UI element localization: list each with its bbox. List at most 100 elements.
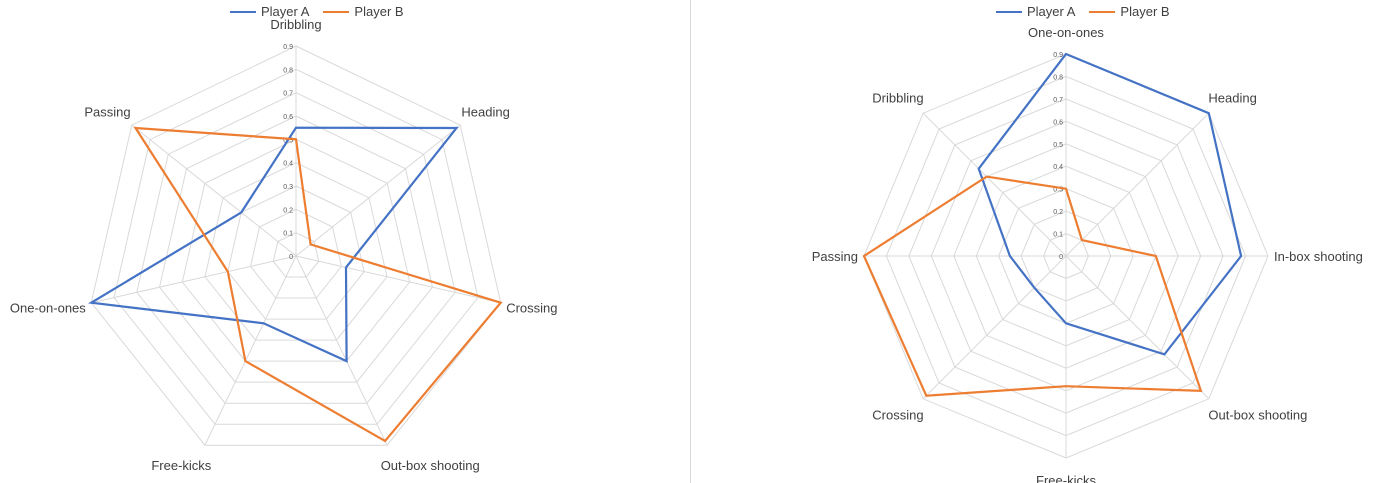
radial-tick-label: 0.7 bbox=[1053, 97, 1063, 104]
radial-tick-label: 0.1 bbox=[283, 231, 293, 238]
radial-tick-label: 0.7 bbox=[283, 91, 293, 98]
legend-label-player-b: Player B bbox=[354, 4, 404, 19]
panel-divider bbox=[690, 0, 691, 483]
data-point-player-b bbox=[1065, 385, 1067, 388]
radar-spoke bbox=[295, 255, 388, 446]
radar-gridline bbox=[90, 45, 502, 446]
data-point-player-b bbox=[309, 243, 312, 246]
series-line-player-a bbox=[87, 126, 459, 363]
category-label-free-kicks: Free-kicks bbox=[151, 458, 211, 473]
legend-label-player-a: Player A bbox=[1027, 4, 1076, 19]
radial-tick-label: 0.3 bbox=[283, 184, 293, 191]
data-point-player-a bbox=[1033, 286, 1036, 289]
category-label-heading: Heading bbox=[1208, 91, 1256, 106]
radar-spoke bbox=[1065, 112, 1210, 257]
data-point-player-b bbox=[863, 255, 865, 257]
radial-tick-label: 0.2 bbox=[1053, 209, 1063, 216]
category-label-out-box-shooting: Out-box shooting bbox=[1208, 407, 1307, 422]
radial-tick-label: 0.8 bbox=[1053, 74, 1063, 81]
radial-tick-label: 0 bbox=[1059, 254, 1063, 261]
data-point-player-a bbox=[455, 127, 458, 129]
legend-swatch-player-b bbox=[1089, 10, 1116, 13]
radial-tick-label: 0.6 bbox=[283, 114, 293, 121]
legend-swatch-player-a bbox=[230, 10, 256, 13]
data-point-player-a bbox=[345, 266, 347, 269]
radar-spoke bbox=[91, 255, 297, 304]
legend-item-player-a: Player A bbox=[996, 4, 1075, 19]
radar-spoke bbox=[204, 255, 297, 446]
legend-swatch-player-b bbox=[323, 10, 350, 13]
radar-gridline bbox=[158, 115, 434, 383]
legend-label-player-b: Player B bbox=[1120, 4, 1170, 19]
category-label-dribbling: Dribbling bbox=[270, 17, 321, 32]
radar-chart-2: 0 0.1 0.2 0.3 0.4 0.5 0.6 0.7 0.8 0.9 One-on-ones H… bbox=[812, 25, 1363, 483]
category-label-one-on-ones: One-on-ones bbox=[10, 301, 86, 316]
radial-tick-label: 0.2 bbox=[283, 207, 293, 214]
radar-spoke bbox=[922, 255, 1067, 400]
data-point-player-b bbox=[925, 394, 928, 397]
data-point-player-a bbox=[1163, 353, 1166, 356]
category-label-out-box-shooting: Out-box shooting bbox=[381, 458, 480, 473]
data-point-player-b bbox=[499, 301, 502, 304]
radar-gridline bbox=[181, 138, 411, 362]
category-label-free-kicks: Free-kicks bbox=[1036, 473, 1096, 483]
radar-gridline bbox=[227, 185, 365, 320]
category-label-dribbling: Dribbling bbox=[872, 91, 923, 106]
radial-tick-label: 0.9 bbox=[283, 44, 293, 51]
data-point-player-b bbox=[985, 175, 988, 178]
data-point-player-a bbox=[977, 167, 980, 170]
radial-tick-label: 0.8 bbox=[283, 67, 293, 74]
data-point-player-b bbox=[1200, 390, 1202, 392]
category-label-crossing: Crossing bbox=[872, 407, 923, 422]
radar-gridline bbox=[204, 162, 388, 341]
legend-item-player-a: Player A bbox=[230, 4, 309, 19]
data-point-player-a bbox=[1009, 255, 1011, 257]
data-point-player-b bbox=[1081, 239, 1083, 241]
radar-spoke bbox=[295, 124, 461, 257]
data-point-player-b bbox=[384, 440, 386, 442]
radial-tick-label: 0.9 bbox=[1053, 52, 1063, 59]
category-label-in-box-shooting: In-box shooting bbox=[1274, 249, 1363, 264]
data-point-player-a bbox=[262, 322, 265, 325]
category-label-passing: Passing bbox=[84, 104, 130, 119]
data-point-player-b bbox=[295, 138, 297, 141]
data-point-player-a bbox=[1240, 255, 1242, 257]
legend-item-player-b: Player B bbox=[323, 4, 404, 19]
data-point-player-a bbox=[1208, 112, 1210, 114]
radial-tick-label: 0.5 bbox=[1053, 142, 1063, 149]
data-point-player-a bbox=[1065, 322, 1067, 325]
radial-tick-label: 0.3 bbox=[1053, 187, 1063, 194]
data-point-player-b bbox=[244, 360, 247, 362]
radar-gridline bbox=[249, 208, 343, 299]
data-point-player-a bbox=[240, 211, 243, 214]
data-point-player-b bbox=[1155, 255, 1157, 257]
radar-gridline bbox=[113, 68, 479, 425]
data-point-player-a bbox=[295, 126, 297, 129]
legend-right: Player A Player B bbox=[996, 4, 1170, 19]
radial-tick-label: 0.6 bbox=[1053, 119, 1063, 126]
radar-gridline bbox=[136, 92, 456, 404]
radial-tick-label: 0.1 bbox=[1053, 232, 1063, 239]
radar-spoke bbox=[922, 112, 1067, 257]
radar-spoke bbox=[131, 124, 297, 257]
legend-item-player-b: Player B bbox=[1089, 4, 1170, 19]
data-point-player-b bbox=[1065, 187, 1067, 190]
radar-spoke bbox=[1065, 255, 1210, 400]
data-point-player-a bbox=[345, 360, 348, 362]
data-point-player-b bbox=[134, 127, 137, 129]
radial-tick-label: 0.4 bbox=[1053, 164, 1063, 171]
radar-spoke bbox=[295, 255, 501, 304]
data-point-player-a bbox=[90, 301, 93, 304]
data-point-player-b bbox=[227, 270, 229, 273]
radial-tick-label: 0 bbox=[289, 254, 293, 261]
category-label-one-on-ones: One-on-ones bbox=[1028, 25, 1104, 40]
radial-tick-label: 0.4 bbox=[283, 161, 293, 168]
data-point-player-a bbox=[1065, 53, 1067, 55]
series-line-player-b bbox=[133, 126, 503, 443]
category-label-passing: Passing bbox=[812, 249, 858, 264]
category-label-heading: Heading bbox=[461, 104, 509, 119]
radar-chart-1: 00.10.20.30.40.50.60.70.80.9DribblingHea… bbox=[10, 17, 558, 473]
legend-swatch-player-a bbox=[996, 10, 1022, 13]
legend-label-player-a: Player A bbox=[261, 4, 310, 19]
